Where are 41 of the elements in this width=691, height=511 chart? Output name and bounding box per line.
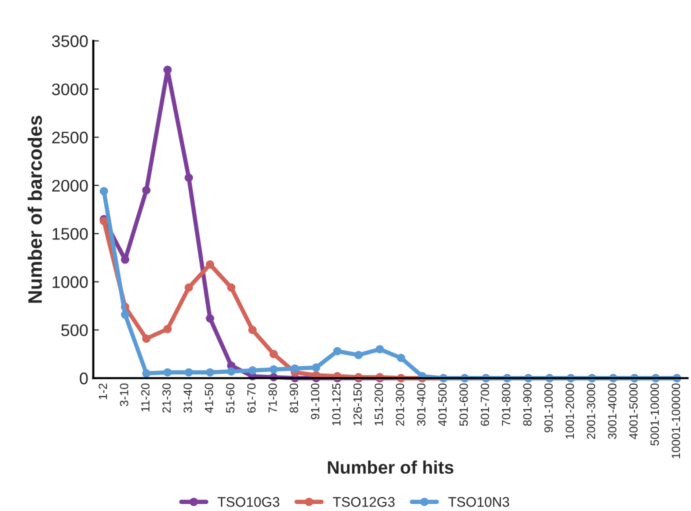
x-tick-label: 10001-100000 bbox=[672, 383, 680, 458]
y-tick-label: 2500 bbox=[52, 132, 88, 144]
y-tick-label: 1000 bbox=[52, 276, 88, 288]
x-tick-label: 701-800 bbox=[502, 383, 510, 426]
x-tick-label: 201-300 bbox=[396, 383, 404, 426]
x-tick-label: 91-100 bbox=[310, 383, 320, 420]
x-tick-label: 11-20 bbox=[141, 383, 150, 412]
y-tick-label: 0 bbox=[80, 372, 88, 384]
x-axis-title: Number of hits bbox=[328, 460, 454, 474]
x-tick-label: 151-200 bbox=[374, 383, 383, 426]
x-tick-label: 1-2 bbox=[98, 384, 107, 400]
x-tick-label: 2001-3000 bbox=[586, 383, 596, 439]
x-tick-label: 3001-4000 bbox=[608, 383, 616, 439]
x-tick-label: 801-900 bbox=[523, 383, 532, 426]
x-tick-label: 901-1000 bbox=[544, 383, 553, 432]
x-tick-label: 41-50 bbox=[204, 383, 214, 413]
x-tick-label: 501-600 bbox=[460, 383, 468, 426]
x-tick-label: 401-500 bbox=[438, 383, 447, 426]
y-tick-label: 2000 bbox=[52, 180, 88, 192]
x-tick-label: 51-60 bbox=[226, 383, 234, 413]
legend-label: TSO10G3 bbox=[218, 497, 280, 507]
x-tick-label: 31-40 bbox=[184, 383, 192, 413]
y-tick-label: 3000 bbox=[52, 83, 88, 96]
x-tick-label: 5001-10000 bbox=[650, 383, 659, 446]
x-tick-label: 71-80 bbox=[268, 383, 277, 413]
x-tick-label: 4001-5000 bbox=[629, 383, 638, 440]
y-tick-label: 1500 bbox=[52, 228, 88, 240]
y-tick-label: 500 bbox=[61, 324, 88, 336]
x-tick-label: 21-30 bbox=[162, 383, 171, 413]
y-axis-title: Number of barcodes bbox=[28, 116, 42, 303]
y-tick-label: 3500 bbox=[52, 35, 88, 48]
legend-label: TSO12G3 bbox=[332, 497, 395, 507]
x-tick-label: 1001-2000 bbox=[566, 383, 574, 439]
x-tick-label: 301-400 bbox=[417, 383, 426, 426]
x-tick-label: 101-125 bbox=[332, 383, 341, 426]
x-tick-label: 601-700 bbox=[480, 383, 490, 426]
legend-label: TSO10N3 bbox=[448, 497, 510, 507]
x-tick-label: 61-70 bbox=[247, 383, 256, 413]
x-tick-label: 126-150 bbox=[353, 383, 362, 426]
x-tick-label: 3-10 bbox=[120, 383, 128, 406]
x-tick-label: 81-90 bbox=[290, 383, 298, 413]
